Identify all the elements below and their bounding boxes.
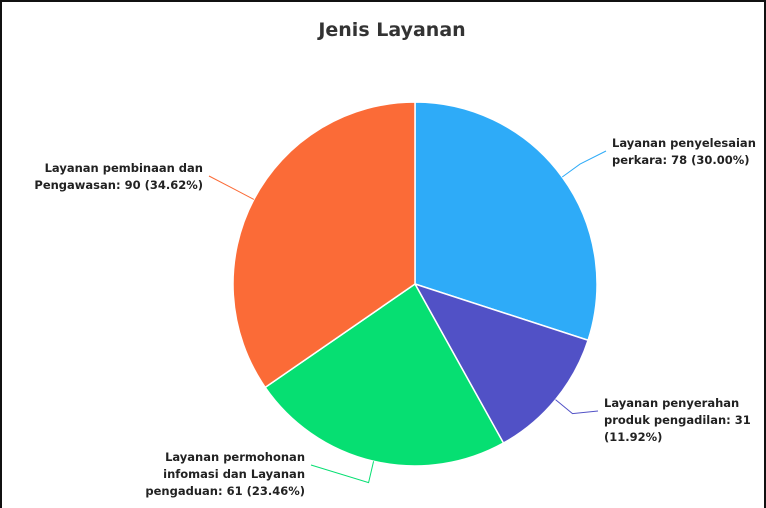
leader-line [555,399,599,415]
leader-line [310,461,375,484]
chart-title: Jenis Layanan [316,19,465,41]
leader-line [561,150,607,178]
slice-label: Layanan pembinaan dan Pengawasan: 90 (34.… [34,161,203,192]
slice-label: Layanan penyelesaian perkara: 78 (30.00%) [612,136,756,167]
slice-label: Layanan permohonan infomasi dan Layanan pe… [145,450,305,498]
leader-line [208,175,255,200]
pie-slice [264,282,505,467]
slice-label: Layanan penyerahan produk pengadilan: 31(… [604,396,751,444]
pie-slice [414,101,598,342]
pie-slice [413,282,590,445]
